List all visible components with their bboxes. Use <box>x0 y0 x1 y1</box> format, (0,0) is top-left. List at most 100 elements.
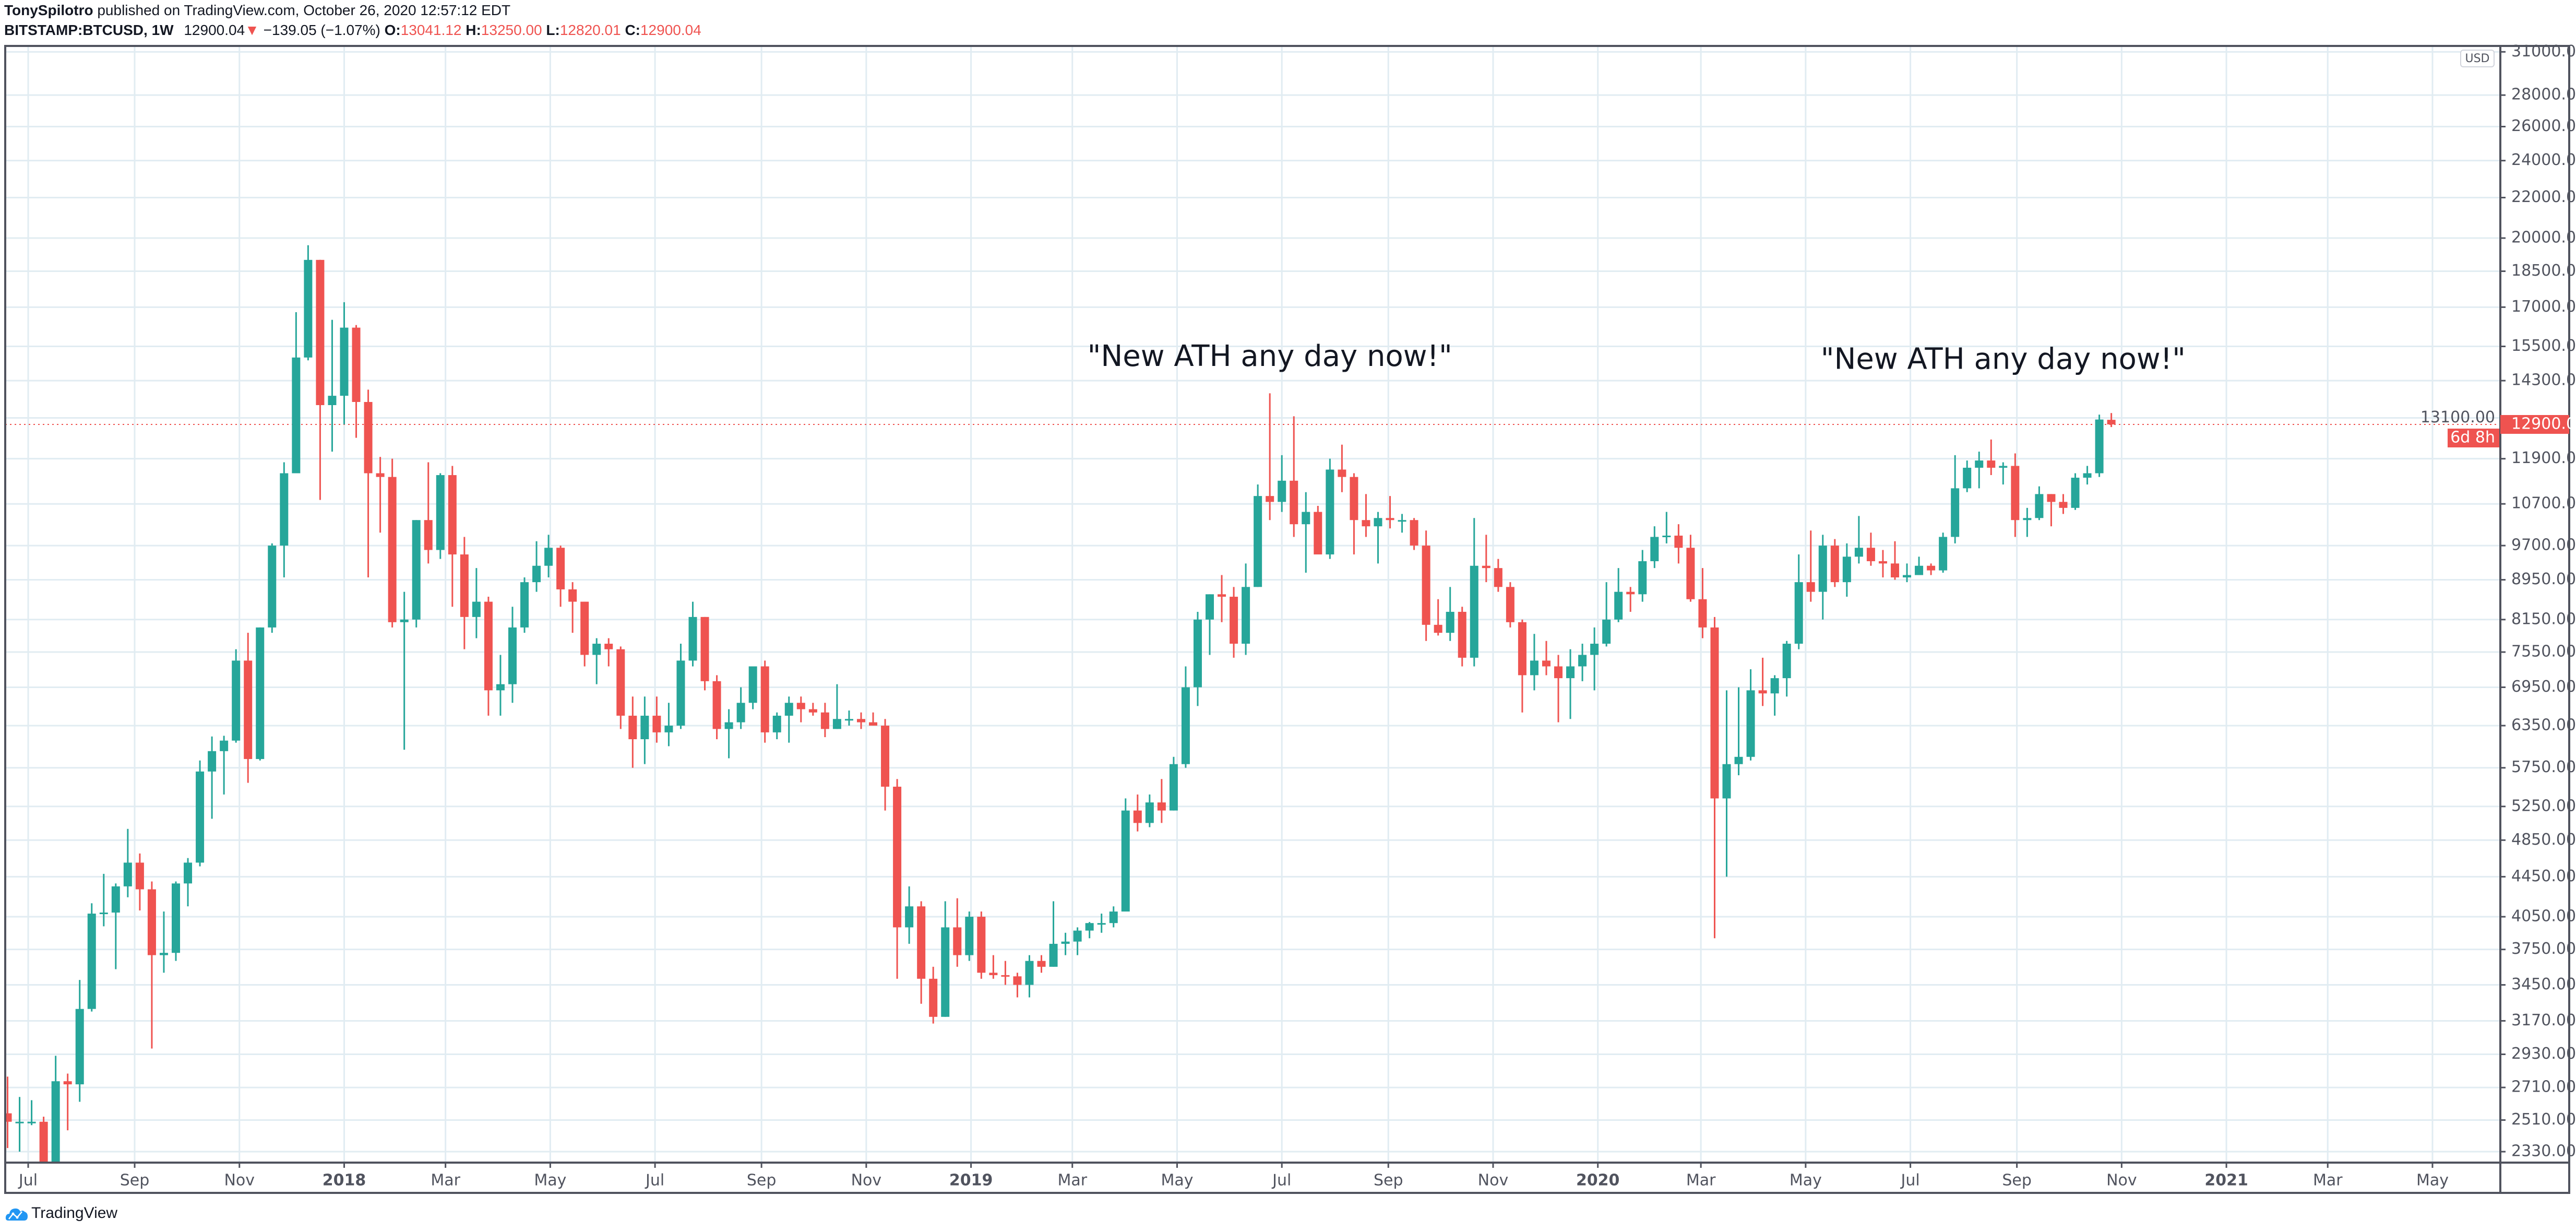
candle[interactable] <box>580 601 589 667</box>
candle[interactable] <box>2023 507 2032 537</box>
candle[interactable] <box>1338 444 1346 492</box>
candle[interactable] <box>496 655 505 716</box>
candle[interactable] <box>2035 486 2044 520</box>
candle[interactable] <box>316 259 325 500</box>
candle[interactable] <box>1710 617 1719 939</box>
candle[interactable] <box>977 912 986 979</box>
candle[interactable] <box>1530 634 1539 691</box>
candle[interactable] <box>2071 473 2080 510</box>
candle[interactable] <box>724 709 733 759</box>
candle[interactable] <box>1890 541 1899 580</box>
candle[interactable] <box>232 649 241 743</box>
candle[interactable] <box>1206 594 1214 655</box>
candle[interactable] <box>532 541 541 592</box>
candle[interactable] <box>736 687 745 729</box>
candle[interactable] <box>628 696 637 768</box>
candle[interactable] <box>1794 554 1803 649</box>
candle[interactable] <box>905 886 914 944</box>
candle[interactable] <box>893 779 902 979</box>
candle[interactable] <box>1422 530 1430 641</box>
candle[interactable] <box>159 912 168 973</box>
candle[interactable] <box>63 1073 72 1131</box>
candle[interactable] <box>436 473 445 559</box>
candle[interactable] <box>688 601 697 667</box>
candle[interactable] <box>1470 518 1478 667</box>
candle[interactable] <box>1446 587 1454 641</box>
candle[interactable] <box>1097 914 1106 933</box>
candle[interactable] <box>280 462 289 578</box>
candle[interactable] <box>1915 557 1924 575</box>
candle[interactable] <box>1903 563 1912 583</box>
candle[interactable] <box>51 1056 60 1227</box>
candle[interactable] <box>856 712 865 729</box>
candle[interactable] <box>1218 575 1226 622</box>
candle[interactable] <box>1674 524 1683 564</box>
candle[interactable] <box>1939 532 1948 573</box>
candle[interactable] <box>304 245 313 361</box>
candle[interactable] <box>135 853 144 911</box>
candle[interactable] <box>953 898 962 967</box>
candle[interactable] <box>1578 644 1587 681</box>
candle[interactable] <box>1254 484 1262 587</box>
candle[interactable] <box>1314 506 1322 555</box>
candle[interactable] <box>1350 473 1358 555</box>
candle[interactable] <box>1013 973 1022 998</box>
candle[interactable] <box>1818 535 1827 620</box>
candle[interactable] <box>1290 416 1298 537</box>
author-name[interactable]: TonySpilotro <box>4 2 93 18</box>
candle[interactable] <box>881 719 890 811</box>
candle[interactable] <box>1458 607 1466 667</box>
candle[interactable] <box>1157 779 1166 823</box>
candle[interactable] <box>1662 512 1671 543</box>
candle[interactable] <box>616 646 625 729</box>
candle[interactable] <box>1854 516 1863 564</box>
candle[interactable] <box>592 638 601 684</box>
candle[interactable] <box>111 883 120 969</box>
candle[interactable] <box>244 633 253 783</box>
tradingview-logo[interactable]: TradingView <box>5 1204 117 1223</box>
candle[interactable] <box>484 597 493 716</box>
candle[interactable] <box>929 966 938 1024</box>
candle[interactable] <box>2083 466 2092 485</box>
candle[interactable] <box>1650 526 1659 569</box>
candle[interactable] <box>1434 599 1442 636</box>
candle[interactable] <box>664 703 673 747</box>
candle[interactable] <box>1410 518 1418 550</box>
candle[interactable] <box>544 535 553 578</box>
candle[interactable] <box>568 582 577 633</box>
candle[interactable] <box>328 319 337 452</box>
candle[interactable] <box>1758 657 1767 706</box>
candle[interactable] <box>1975 452 1984 489</box>
candle[interactable] <box>2059 494 2068 514</box>
candle[interactable] <box>388 458 397 628</box>
candle[interactable] <box>676 644 685 729</box>
candle[interactable] <box>1242 563 1250 655</box>
candle[interactable] <box>1121 798 1130 912</box>
candle[interactable] <box>172 881 181 961</box>
candle[interactable] <box>75 980 84 1102</box>
candle[interactable] <box>1566 649 1575 719</box>
candle[interactable] <box>1145 794 1154 827</box>
candle[interactable] <box>1109 906 1118 928</box>
candle[interactable] <box>1963 460 1972 492</box>
candle[interactable] <box>1169 756 1178 811</box>
candle[interactable] <box>1061 932 1070 955</box>
candle[interactable] <box>1638 550 1647 602</box>
candle[interactable] <box>1542 641 1551 676</box>
candle[interactable] <box>364 389 373 578</box>
candle[interactable] <box>1506 582 1514 628</box>
candle[interactable] <box>1326 458 1334 559</box>
candle[interactable] <box>147 881 156 1049</box>
candle[interactable] <box>39 1117 48 1231</box>
candle[interactable] <box>2095 415 2104 477</box>
candle[interactable] <box>1085 922 1094 939</box>
candle[interactable] <box>400 591 409 750</box>
candle[interactable] <box>1193 611 1202 706</box>
candle[interactable] <box>99 873 108 927</box>
candle[interactable] <box>784 696 793 743</box>
candle[interactable] <box>508 607 517 703</box>
candle[interactable] <box>2107 413 2116 428</box>
candle[interactable] <box>1230 587 1238 658</box>
candle[interactable] <box>256 627 265 761</box>
